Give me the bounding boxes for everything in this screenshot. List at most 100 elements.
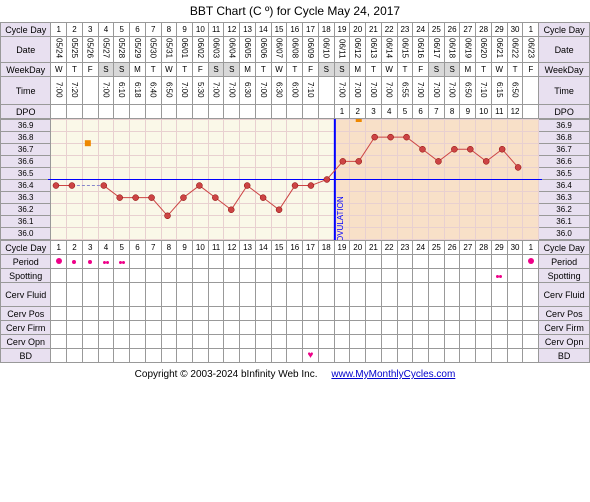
temp-cell: [51, 192, 67, 204]
temp-cell: [303, 228, 319, 240]
temp-cell: [114, 204, 130, 216]
temp-cell: [350, 156, 366, 168]
cerv-firm-row: Cerv Firm Cerv Firm: [1, 321, 590, 335]
temp-axis-label: 36.8: [539, 132, 590, 144]
day-cell: 16: [287, 241, 303, 255]
day-cell: [397, 255, 413, 269]
temp-cell: [208, 192, 224, 204]
day-cell: [240, 335, 256, 349]
day-cell: [523, 269, 539, 283]
day-cell: [523, 321, 539, 335]
day-cell: [130, 105, 146, 119]
temp-cell: [114, 132, 130, 144]
day-cell: [271, 255, 287, 269]
day-cell: [208, 335, 224, 349]
day-cell: [287, 307, 303, 321]
temp-cell: [51, 168, 67, 180]
day-cell: 05/27: [98, 37, 114, 63]
temp-cell: [98, 156, 114, 168]
day-cell: 6:50: [460, 77, 476, 105]
day-cell: [429, 321, 445, 335]
day-cell: 7:20: [67, 77, 83, 105]
date-row: Date 05/2405/2505/2605/2705/2805/2905/30…: [1, 37, 590, 63]
day-cell: [350, 321, 366, 335]
time-row: Time 7:007:207:006:106:186:406:507:005:3…: [1, 77, 590, 105]
temp-cell: [271, 144, 287, 156]
temp-cell: [82, 144, 98, 156]
day-cell: [98, 335, 114, 349]
temp-cell: [208, 228, 224, 240]
day-cell: [476, 307, 492, 321]
temp-cell: [177, 180, 193, 192]
temp-cell: [523, 168, 539, 180]
day-cell: [271, 335, 287, 349]
temp-cell: [444, 132, 460, 144]
temp-cell: [444, 120, 460, 132]
temp-cell: [271, 168, 287, 180]
day-cell: [224, 269, 240, 283]
temp-cell: [413, 144, 429, 156]
temp-cell: [413, 156, 429, 168]
day-cell: 10: [193, 241, 209, 255]
day-cell: F: [303, 63, 319, 77]
day-cell: [130, 349, 146, 363]
temp-cell: [381, 144, 397, 156]
day-cell: [208, 349, 224, 363]
temp-cell: [318, 216, 334, 228]
temp-cell: [51, 156, 67, 168]
day-cell: T: [476, 63, 492, 77]
day-cell: 6:18: [130, 77, 146, 105]
day-cell: 17: [303, 241, 319, 255]
temp-cell: [208, 132, 224, 144]
site-link[interactable]: www.MyMonthlyCycles.com: [331, 369, 455, 380]
day-cell: S: [208, 63, 224, 77]
day-cell: 05/30: [145, 37, 161, 63]
day-cell: 7:10: [476, 77, 492, 105]
temp-cell: [271, 204, 287, 216]
day-cell: [460, 307, 476, 321]
day-cell: [460, 283, 476, 307]
temp-cell: [51, 204, 67, 216]
day-cell: 21: [366, 23, 382, 37]
temp-cell: [114, 228, 130, 240]
temp-cell: [193, 120, 209, 132]
temp-cell: [303, 204, 319, 216]
temp-cell: [98, 216, 114, 228]
day-cell: 17: [303, 23, 319, 37]
temp-cell: [67, 144, 83, 156]
day-cell: [193, 105, 209, 119]
day-cell: [303, 105, 319, 119]
day-cell: [507, 269, 523, 283]
day-cell: [287, 269, 303, 283]
day-cell: 06/17: [429, 37, 445, 63]
temp-row: 36.136.1: [1, 216, 590, 228]
temp-cell: [444, 228, 460, 240]
day-cell: [177, 335, 193, 349]
day-cell: [161, 321, 177, 335]
temp-cell: [161, 132, 177, 144]
temp-cell: [444, 168, 460, 180]
day-cell: [67, 335, 83, 349]
day-cell: 7:00: [224, 77, 240, 105]
temp-cell: [145, 180, 161, 192]
day-cell: 7:00: [334, 77, 350, 105]
period-dot-icon: [122, 261, 125, 264]
day-cell: [224, 349, 240, 363]
day-cell: W: [381, 63, 397, 77]
temp-cell: [51, 144, 67, 156]
day-cell: [240, 105, 256, 119]
temp-cell: [381, 156, 397, 168]
temp-cell: [523, 180, 539, 192]
cerv-fluid-label: Cerv Fluid: [1, 283, 51, 307]
day-cell: [145, 269, 161, 283]
temp-cell: [523, 192, 539, 204]
bottom-table: Cycle Day 123456789101112131415161718192…: [0, 240, 590, 363]
temp-cell: [255, 180, 271, 192]
temp-axis-label: 36.7: [539, 144, 590, 156]
day-cell: 7:00: [51, 77, 67, 105]
day-cell: 6:50: [507, 77, 523, 105]
day-cell: [193, 307, 209, 321]
day-cell: 06/01: [177, 37, 193, 63]
day-cell: [476, 255, 492, 269]
day-cell: [177, 307, 193, 321]
